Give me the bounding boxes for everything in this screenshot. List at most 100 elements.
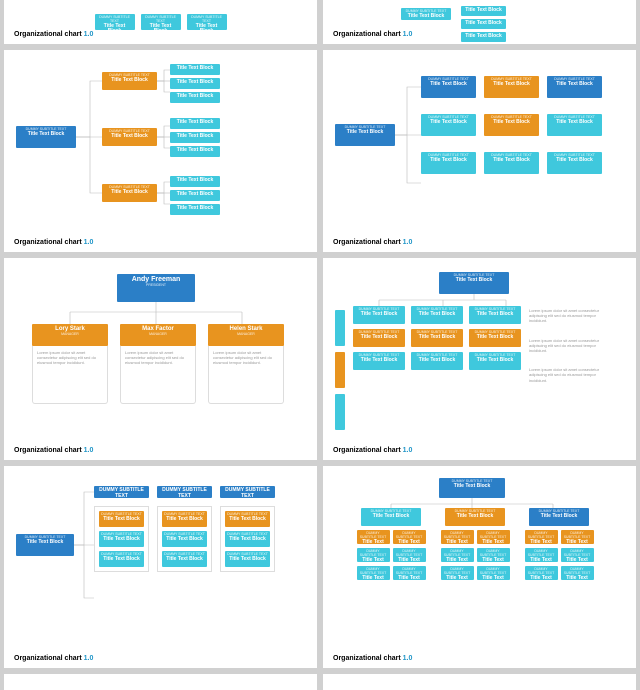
- block: DUMMY SUBTITLE TEXTTitle Text Block: [561, 548, 594, 562]
- block: DUMMY SUBTITLE TEXTTitle Text Block: [469, 329, 521, 347]
- person-card: Max FactorMANAGER Lorem ipsum dolor sit …: [120, 324, 196, 404]
- block: DUMMY SUBTITLE TEXTTitle Text Block: [525, 566, 558, 580]
- block: Title Text Block: [170, 204, 220, 215]
- block: DUMMY SUBTITLE TEXTTitle Text Block: [421, 152, 476, 174]
- block: DUMMY SUBTITLE TEXTTitle Text Block: [477, 566, 510, 580]
- block: DUMMY SUBTITLE TEXTTitle Text Block: [393, 530, 426, 544]
- block: DUMMY SUBTITLE TEXTTitle Text Block: [187, 14, 227, 30]
- block: DUMMY SUBTITLE TEXTTitle Text Block: [484, 152, 539, 174]
- slide-title: Organizational chart 1.0: [333, 239, 412, 246]
- block: DUMMY SUBTITLE TEXTTitle Text Block: [99, 551, 144, 567]
- block: DUMMY SUBTITLE TEXTTitle Text Block: [484, 76, 539, 98]
- block: DUMMY SUBTITLE TEXTTitle Text Block: [99, 511, 144, 527]
- branch-block: DUMMY SUBTITLE TEXTTitle Text Block: [102, 128, 157, 146]
- slide-title: Organizational chart 1.0: [333, 447, 412, 454]
- slide-5: Andy FreemanPRESIDENT Lory StarkMANAGER …: [4, 258, 317, 460]
- root-block: DUMMY SUBTITLE TEXTTitle Text Block: [401, 8, 451, 20]
- block: DUMMY SUBTITLE TEXTTitle Text Block: [441, 548, 474, 562]
- block: DUMMY SUBTITLE TEXTTitle Text Block: [357, 566, 390, 580]
- block: DUMMY SUBTITLE TEXTTitle Text Block: [225, 511, 270, 527]
- slide-title: Organizational chart 1.0: [333, 31, 412, 38]
- block: DUMMY SUBTITLE TEXTTitle Text Block: [353, 352, 405, 370]
- block: Title Text Block: [170, 190, 220, 201]
- block: Title Text Block: [461, 6, 506, 16]
- block: Title Text Block: [170, 92, 220, 103]
- block: Title Text Block: [170, 176, 220, 187]
- block: DUMMY SUBTITLE TEXTTitle Text Block: [441, 530, 474, 544]
- block: DUMMY SUBTITLE TEXTTitle Text Block: [525, 530, 558, 544]
- block: DUMMY SUBTITLE TEXTTitle Text Block: [561, 530, 594, 544]
- person-block: Max FactorMANAGER: [120, 324, 196, 346]
- block: DUMMY SUBTITLE TEXTTitle Text Block: [353, 329, 405, 347]
- block: Title Text Block: [461, 32, 506, 42]
- block: Title Text Block: [461, 19, 506, 29]
- branch-block: DUMMY SUBTITLE TEXTTitle Text Block: [102, 184, 157, 202]
- person-card: Helen StarkMANAGER Lorem ipsum dolor sit…: [208, 324, 284, 404]
- block: Title Text Block: [170, 78, 220, 89]
- children-row: Lory StarkMANAGER Lorem ipsum dolor sit …: [32, 324, 284, 404]
- side-label: [335, 352, 345, 388]
- block: Title Text Block: [170, 118, 220, 129]
- block: DUMMY SUBTITLE TEXTTitle Text Block: [547, 76, 602, 98]
- slide-10: [323, 674, 636, 690]
- root-block: DUMMY SUBTITLE TEXTTitle Text Block: [16, 534, 74, 556]
- slide-title: Organizational chart 1.0: [14, 239, 93, 246]
- block: DUMMY SUBTITLE TEXTTitle Text Block: [525, 548, 558, 562]
- block: DUMMY SUBTITLE TEXTTitle Text Block: [411, 352, 463, 370]
- columns: DUMMY SUBTITLE TEXTTitle Text Block DUMMY…: [353, 306, 521, 370]
- root-block: DUMMY SUBTITLE TEXTTitle Text Block: [439, 272, 509, 294]
- header-block: DUMMY SUBTITLE TEXT: [157, 486, 212, 498]
- block: DUMMY SUBTITLE TEXTTitle Text Block: [547, 152, 602, 174]
- lorem-text: Lorem ipsum dolor sit amet consectetur a…: [120, 346, 196, 404]
- slide-title: Organizational chart 1.0: [14, 31, 93, 38]
- slide-title: Organizational chart 1.0: [14, 655, 93, 662]
- block: DUMMY SUBTITLE TEXTTitle Text Block: [561, 566, 594, 580]
- block: DUMMY SUBTITLE TEXTTitle Text Block: [162, 551, 207, 567]
- main-columns: DUMMY SUBTITLE TEXTTitle Text BlockDUMMY…: [355, 508, 595, 580]
- slide-3: DUMMY SUBTITLE TEXTTitle Text Block DUMM…: [4, 50, 317, 252]
- block: DUMMY SUBTITLE TEXTTitle Text Block: [99, 531, 144, 547]
- slide-grid: DUMMY SUBTITLE TEXTTitle Text Block DUMM…: [0, 0, 640, 690]
- lorem-text: Lorem ipsum dolor sit amet consectetur a…: [32, 346, 108, 404]
- slide-8: DUMMY SUBTITLE TEXTTitle Text Block DUMM…: [323, 466, 636, 668]
- block: DUMMY SUBTITLE TEXTTitle Text Block: [353, 306, 405, 324]
- root-block: DUMMY SUBTITLE TEXTTitle Text Block: [335, 124, 395, 146]
- side-label: [335, 394, 345, 430]
- block: DUMMY SUBTITLE TEXTTitle Text Block: [357, 530, 390, 544]
- slide-1: DUMMY SUBTITLE TEXTTitle Text Block DUMM…: [4, 0, 317, 44]
- block: Title Text Block: [170, 146, 220, 157]
- block: DUMMY SUBTITLE TEXTTitle Text Block: [393, 566, 426, 580]
- slide-2: DUMMY SUBTITLE TEXTTitle Text Block Titl…: [323, 0, 636, 44]
- branch-block: DUMMY SUBTITLE TEXTTitle Text Block: [102, 72, 157, 90]
- block: DUMMY SUBTITLE TEXTTitle Text Block: [477, 530, 510, 544]
- main-block: DUMMY SUBTITLE TEXTTitle Text Block: [361, 508, 421, 526]
- side-label: [335, 310, 345, 346]
- block: DUMMY SUBTITLE TEXTTitle Text Block: [547, 114, 602, 136]
- block: DUMMY SUBTITLE TEXTTitle Text Block: [357, 548, 390, 562]
- header-block: DUMMY SUBTITLE TEXT: [94, 486, 149, 498]
- slide-title: Organizational chart 1.0: [14, 447, 93, 454]
- block: DUMMY SUBTITLE TEXTTitle Text Block: [421, 76, 476, 98]
- root-block: Andy FreemanPRESIDENT: [117, 274, 195, 302]
- block: DUMMY SUBTITLE TEXTTitle Text Block: [411, 329, 463, 347]
- block: DUMMY SUBTITLE TEXTTitle Text Block: [484, 114, 539, 136]
- person-block: Helen StarkMANAGER: [208, 324, 284, 346]
- block: DUMMY SUBTITLE TEXTTitle Text Block: [421, 114, 476, 136]
- lorem-text: Lorem ipsum dolor sit amet consectetur a…: [529, 308, 613, 324]
- slide-6: DUMMY SUBTITLE TEXTTitle Text Block DUMM…: [323, 258, 636, 460]
- slide-9: [4, 674, 317, 690]
- block: Title Text Block: [170, 132, 220, 143]
- block: DUMMY SUBTITLE TEXTTitle Text Block: [225, 551, 270, 567]
- block: DUMMY SUBTITLE TEXTTitle Text Block: [141, 14, 181, 30]
- block: DUMMY SUBTITLE TEXTTitle Text Block: [225, 531, 270, 547]
- block: DUMMY SUBTITLE TEXTTitle Text Block: [477, 548, 510, 562]
- grid-3x3: DUMMY SUBTITLE TEXTTitle Text Block DUMMY…: [421, 76, 602, 180]
- slide-title: Organizational chart 1.0: [333, 655, 412, 662]
- person-block: Lory StarkMANAGER: [32, 324, 108, 346]
- lorem-text: Lorem ipsum dolor sit amet consectetur a…: [208, 346, 284, 404]
- block: DUMMY SUBTITLE TEXTTitle Text Block: [469, 352, 521, 370]
- root-block: DUMMY SUBTITLE TEXTTitle Text Block: [16, 126, 76, 148]
- main-block: DUMMY SUBTITLE TEXTTitle Text Block: [445, 508, 505, 526]
- lorem-text: Lorem ipsum dolor sit amet consectetur a…: [529, 338, 613, 354]
- block: Title Text Block: [170, 64, 220, 75]
